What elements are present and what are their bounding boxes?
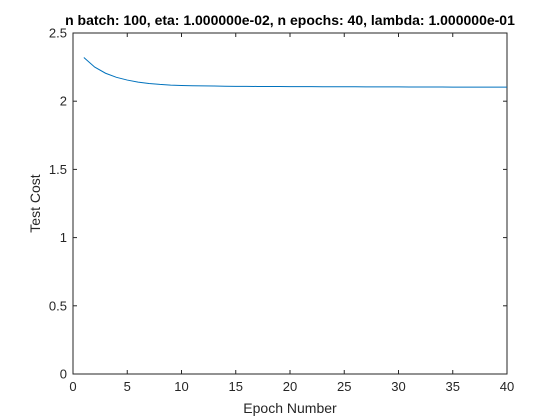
y-tick-label: 0.5 — [49, 298, 67, 313]
chart-title: n batch: 100, eta: 1.000000e-02, n epoch… — [65, 12, 515, 28]
x-tick-label: 35 — [446, 379, 460, 394]
y-tick-label: 2.5 — [49, 26, 67, 41]
x-tick-label: 5 — [124, 379, 131, 394]
y-axis-label: Test Cost — [27, 174, 43, 232]
test-cost-line — [83, 57, 507, 88]
x-axis-label: Epoch Number — [243, 400, 337, 416]
plot-area — [72, 32, 508, 375]
x-tick-label: 25 — [337, 379, 351, 394]
x-tick-label: 10 — [174, 379, 188, 394]
x-tick-label: 0 — [69, 379, 76, 394]
y-tick-label: 0 — [60, 367, 67, 382]
y-tick-label: 2 — [60, 94, 67, 109]
y-tick-label: 1 — [60, 230, 67, 245]
x-tick-label: 30 — [391, 379, 405, 394]
series-layer — [83, 57, 507, 88]
x-tick-label: 20 — [283, 379, 297, 394]
x-axis: 0 5 10 15 20 25 30 35 40 — [69, 33, 514, 394]
y-tick-label: 1.5 — [49, 162, 67, 177]
x-tick-label: 15 — [229, 379, 243, 394]
y-axis: 0 0.5 1 1.5 2 2.5 — [49, 26, 507, 382]
x-tick-label: 40 — [500, 379, 514, 394]
